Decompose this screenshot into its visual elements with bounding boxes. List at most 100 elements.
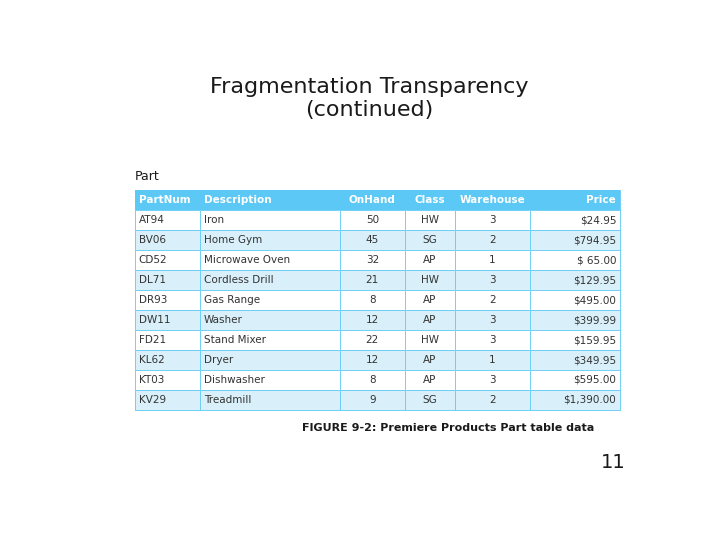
Bar: [199, 190, 340, 211]
Text: HW: HW: [421, 215, 439, 225]
Text: $1,390.00: $1,390.00: [564, 395, 616, 405]
Bar: [530, 290, 620, 310]
Bar: [340, 350, 405, 370]
Text: 3: 3: [489, 215, 496, 225]
Bar: [405, 230, 455, 250]
Text: Description: Description: [204, 195, 271, 205]
Bar: [340, 270, 405, 290]
Bar: [199, 250, 340, 270]
Bar: [530, 350, 620, 370]
Bar: [340, 250, 405, 270]
Bar: [135, 230, 199, 250]
Bar: [405, 330, 455, 350]
Bar: [455, 330, 530, 350]
Bar: [405, 211, 455, 230]
Text: SG: SG: [423, 395, 437, 405]
Text: 3: 3: [489, 275, 496, 285]
Bar: [340, 211, 405, 230]
Text: Cordless Drill: Cordless Drill: [204, 275, 273, 285]
Text: 3: 3: [489, 375, 496, 385]
Bar: [530, 390, 620, 410]
Bar: [530, 290, 620, 310]
Text: 50: 50: [366, 215, 379, 225]
Bar: [530, 230, 620, 250]
Bar: [199, 211, 340, 230]
Bar: [199, 350, 340, 370]
Bar: [405, 390, 455, 410]
Text: KT03: KT03: [138, 375, 164, 385]
Bar: [199, 270, 340, 290]
Bar: [199, 390, 340, 410]
Text: 3: 3: [489, 335, 496, 345]
Bar: [135, 310, 199, 330]
Text: CD52: CD52: [138, 255, 167, 265]
Bar: [530, 330, 620, 350]
Text: 8: 8: [369, 295, 376, 305]
Bar: [405, 270, 455, 290]
Bar: [455, 290, 530, 310]
Bar: [135, 350, 199, 370]
Bar: [530, 310, 620, 330]
Text: Class: Class: [415, 195, 445, 205]
Text: AP: AP: [423, 255, 436, 265]
Bar: [199, 350, 340, 370]
Bar: [405, 310, 455, 330]
Bar: [199, 230, 340, 250]
Bar: [455, 250, 530, 270]
Bar: [455, 350, 530, 370]
Text: Dryer: Dryer: [204, 355, 233, 365]
Bar: [135, 390, 199, 410]
Text: AP: AP: [423, 355, 436, 365]
Bar: [340, 330, 405, 350]
Text: Home Gym: Home Gym: [204, 235, 262, 245]
Text: Treadmill: Treadmill: [204, 395, 251, 405]
Text: OnHand: OnHand: [349, 195, 396, 205]
Bar: [455, 270, 530, 290]
Text: Iron: Iron: [204, 215, 224, 225]
Bar: [135, 250, 199, 270]
Bar: [455, 310, 530, 330]
Text: AP: AP: [423, 315, 436, 325]
Bar: [340, 290, 405, 310]
Bar: [340, 310, 405, 330]
Bar: [199, 330, 340, 350]
Bar: [530, 230, 620, 250]
Text: Stand Mixer: Stand Mixer: [204, 335, 266, 345]
Bar: [530, 211, 620, 230]
Text: DL71: DL71: [138, 275, 166, 285]
Bar: [340, 250, 405, 270]
Bar: [405, 190, 455, 211]
Bar: [135, 290, 199, 310]
Bar: [199, 310, 340, 330]
Bar: [135, 330, 199, 350]
Bar: [455, 270, 530, 290]
Bar: [405, 270, 455, 290]
Text: 21: 21: [366, 275, 379, 285]
Text: $399.99: $399.99: [573, 315, 616, 325]
Bar: [340, 330, 405, 350]
Bar: [135, 330, 199, 350]
Bar: [530, 270, 620, 290]
Bar: [340, 211, 405, 230]
Bar: [340, 230, 405, 250]
Bar: [405, 190, 455, 211]
Text: Warehouse: Warehouse: [459, 195, 526, 205]
Text: BV06: BV06: [138, 235, 166, 245]
Bar: [455, 211, 530, 230]
Bar: [199, 290, 340, 310]
Bar: [530, 350, 620, 370]
Bar: [405, 370, 455, 390]
Text: AP: AP: [423, 295, 436, 305]
Bar: [405, 250, 455, 270]
Text: 45: 45: [366, 235, 379, 245]
Bar: [405, 350, 455, 370]
Bar: [199, 310, 340, 330]
Bar: [340, 230, 405, 250]
Bar: [455, 190, 530, 211]
Bar: [135, 370, 199, 390]
Bar: [455, 330, 530, 350]
Bar: [135, 230, 199, 250]
Bar: [455, 370, 530, 390]
Text: $129.95: $129.95: [573, 275, 616, 285]
Bar: [135, 350, 199, 370]
